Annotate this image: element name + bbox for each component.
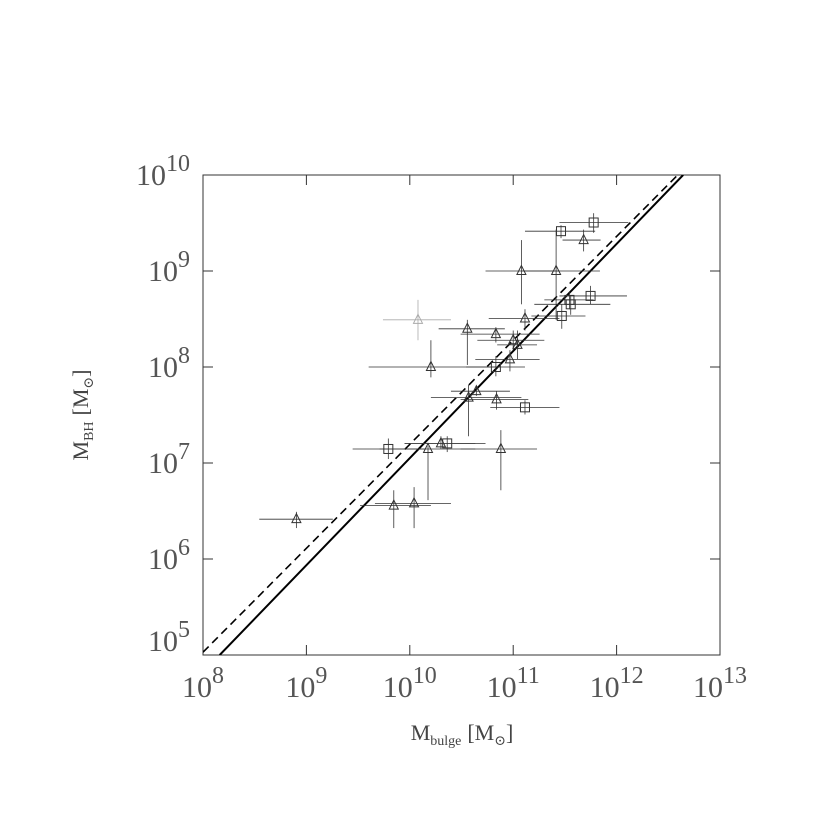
tick-exponent: 5 [178,617,190,643]
square-marker [588,217,599,228]
tick-base: 10 [182,671,212,704]
y-tick-label: 107 [148,439,190,480]
x-tick-label: 1011 [487,663,540,704]
axis-label-part: BH [82,421,97,440]
square-marker [442,438,453,449]
y-axis-label: MBH [M⊙] [68,370,97,461]
triangle-marker [504,352,516,364]
axis-label-part: ⊙ [82,377,97,389]
triangle-marker [512,338,523,349]
tick-exponent: 7 [178,439,190,465]
tick-base: 10 [285,671,315,704]
x-tick-label: 1010 [383,663,437,704]
tick-exponent: 12 [620,663,644,689]
triangle-marker [471,384,482,396]
tick-exponent: 10 [166,151,190,177]
square-marker [585,290,596,301]
tick-base: 10 [136,159,166,192]
tick-exponent: 13 [723,663,747,689]
triangle-marker [462,322,473,333]
axis-label-part: ] [506,720,513,745]
axis-label-part: M [68,441,93,461]
tick-base: 10 [148,447,178,480]
square-marker [519,402,530,413]
tick-base: 10 [148,255,178,288]
x-tick-label: 1012 [590,663,644,704]
tick-exponent: 10 [413,663,437,689]
x-tick-label: 108 [182,663,224,704]
triangle-marker [516,264,527,275]
tick-base: 10 [148,351,178,384]
triangle-marker [291,512,302,524]
y-tick-label: 106 [148,535,190,576]
axis-label-part: ] [68,370,93,377]
y-tick-label: 105 [148,617,190,658]
tick-exponent: 9 [178,247,190,273]
x-axis-label: Mbulge [M⊙] [411,720,514,749]
axis-label-part: [M [68,389,93,416]
triangle-marker [507,333,519,345]
y-tick-label: 109 [148,247,190,288]
triangle-marker [388,498,400,510]
y-tick-label: 1010 [136,151,190,192]
triangle-marker [491,392,502,404]
tick-exponent: 8 [178,343,190,369]
axis-label-part: M [411,720,431,745]
triangle-marker [519,311,531,323]
triangle-marker [463,390,474,402]
axis-label-part: [M [467,720,494,745]
fit-line [203,175,679,653]
tick-base: 10 [383,671,413,704]
tick-base: 10 [693,671,723,704]
square-marker [556,310,567,321]
triangle-marker [422,442,434,453]
triangle-marker [490,327,502,339]
square-marker [490,362,501,372]
tick-exponent: 11 [517,663,540,689]
tick-base: 10 [590,671,620,704]
x-tick-label: 109 [285,663,327,704]
tick-base: 10 [148,543,178,576]
square-marker [556,226,567,237]
tick-base: 10 [487,671,517,704]
tick-exponent: 8 [212,663,224,689]
tick-exponent: 9 [315,663,327,689]
triangle-marker [550,264,562,275]
triangle-marker [412,313,424,324]
y-tick-label: 108 [148,343,190,384]
plot-frame [202,174,721,656]
x-tick-label: 1013 [693,663,747,704]
triangle-marker [495,442,507,453]
triangle-marker [578,233,589,245]
square-marker [383,443,394,454]
triangle-marker [425,360,437,371]
triangle-marker [408,496,420,508]
square-marker [565,299,576,310]
tick-base: 10 [148,625,178,658]
tick-exponent: 6 [178,535,190,561]
axis-label-part: bulge [430,734,461,749]
fit-line [218,175,684,655]
axis-label-part: ⊙ [494,734,506,749]
